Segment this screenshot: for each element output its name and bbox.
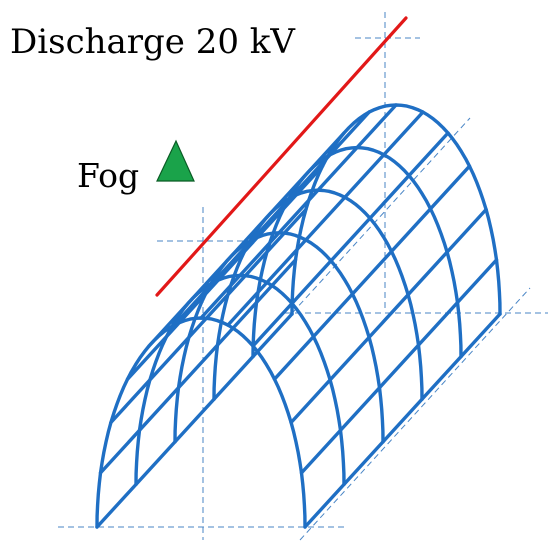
mesh-arch (95, 316, 307, 529)
arched-wire-mesh (95, 103, 502, 529)
mesh-longitudinal-line (289, 207, 488, 425)
high-voltage-conductor-line (155, 16, 408, 297)
dashed-guide-line (299, 287, 531, 541)
mesh-arch (212, 188, 424, 401)
mesh-longitudinal-line (95, 312, 294, 529)
mesh-longitudinal-line (226, 110, 425, 327)
mesh-longitudinal-line (251, 131, 450, 348)
mesh-longitudinal-line (98, 258, 298, 475)
dashed-guide-lines (58, 12, 548, 541)
mesh-longitudinal-line (109, 207, 308, 425)
mesh-longitudinal-line (147, 131, 346, 348)
fog-label: Fog (77, 156, 140, 195)
discharge-voltage-label: Discharge 20 kV (10, 22, 295, 62)
mesh-longitudinal-line (299, 258, 499, 475)
mesh-arch (251, 145, 463, 359)
mesh-longitudinal-line (272, 164, 472, 381)
mesh-arch (173, 231, 385, 444)
triangle-icon (156, 139, 195, 182)
mesh-arch (290, 103, 502, 316)
mesh-longitudinal-line (199, 103, 398, 320)
mesh-longitudinal-line (125, 164, 325, 381)
mesh-arch (134, 273, 346, 487)
mesh-longitudinal-line (303, 312, 502, 529)
mesh-longitudinal-line (172, 110, 371, 327)
